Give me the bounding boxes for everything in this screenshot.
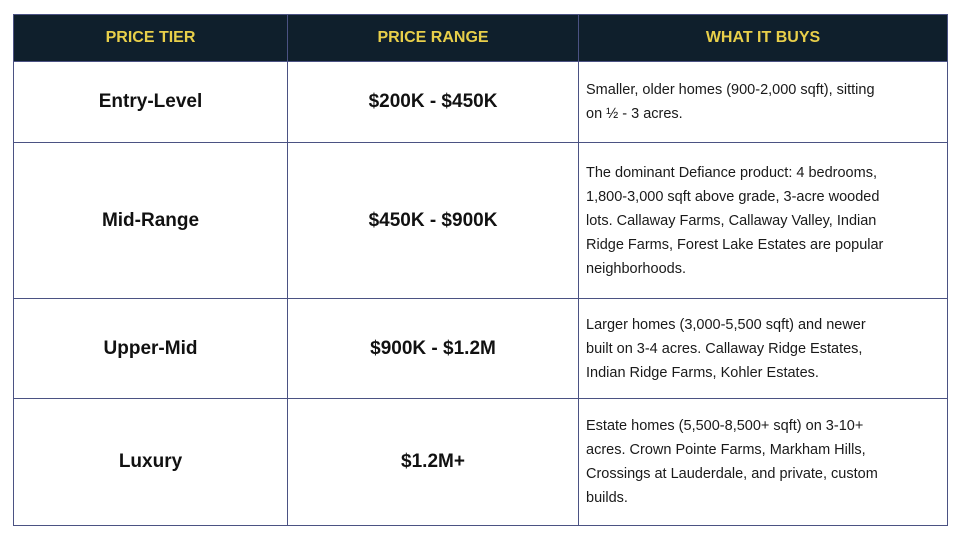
table-header-row: PRICE TIER PRICE RANGE WHAT IT BUYS: [13, 14, 948, 62]
table-row: Upper-Mid $900K - $1.2M Larger homes (3,…: [13, 298, 948, 399]
description-line: Ridge Farms, Forest Lake Estates are pop…: [586, 236, 884, 253]
description-line: neighborhoods.: [586, 260, 686, 277]
description-line: The dominant Defiance product: 4 bedroom…: [586, 164, 877, 181]
header-price-range: PRICE RANGE: [287, 14, 579, 62]
range-cell: $900K - $1.2M: [287, 298, 579, 399]
description-line: on ½ - 3 acres.: [586, 106, 683, 122]
description-line: Estate homes (5,500-8,500+ sqft) on 3-10…: [586, 418, 864, 434]
tier-cell: Upper-Mid: [13, 298, 288, 399]
tier-cell: Luxury: [13, 398, 288, 526]
header-price-tier: PRICE TIER: [13, 14, 288, 62]
description-cell: Smaller, older homes (900-2,000 sqft), s…: [578, 61, 948, 143]
description-line: Indian Ridge Farms, Kohler Estates.: [586, 364, 819, 381]
description-line: acres. Crown Pointe Farms, Markham Hills…: [586, 442, 866, 458]
description-line: Smaller, older homes (900-2,000 sqft), s…: [586, 82, 875, 98]
description-cell: Larger homes (3,000-5,500 sqft) and newe…: [578, 298, 948, 399]
tier-cell: Entry-Level: [13, 61, 288, 143]
price-tier-table: PRICE TIER PRICE RANGE WHAT IT BUYS Entr…: [13, 14, 948, 526]
range-cell: $1.2M+: [287, 398, 579, 526]
header-what-it-buys: WHAT IT BUYS: [578, 14, 948, 62]
description-line: lots. Callaway Farms, Callaway Valley, I…: [586, 212, 877, 229]
description-line: Larger homes (3,000-5,500 sqft) and newe…: [586, 316, 866, 333]
description-line: Crossings at Lauderdale, and private, cu…: [586, 466, 878, 482]
tier-cell: Mid-Range: [13, 142, 288, 299]
table-row: Entry-Level $200K - $450K Smaller, older…: [13, 61, 948, 143]
table-row: Luxury $1.2M+ Estate homes (5,500-8,500+…: [13, 398, 948, 526]
table-row: Mid-Range $450K - $900K The dominant Def…: [13, 142, 948, 299]
description-line: built on 3-4 acres. Callaway Ridge Estat…: [586, 340, 863, 357]
range-cell: $200K - $450K: [287, 61, 579, 143]
description-line: builds.: [586, 490, 628, 506]
range-cell: $450K - $900K: [287, 142, 579, 299]
description-line: 1,800-3,000 sqft above grade, 3-acre woo…: [586, 188, 880, 205]
description-cell: The dominant Defiance product: 4 bedroom…: [578, 142, 948, 299]
description-cell: Estate homes (5,500-8,500+ sqft) on 3-10…: [578, 398, 948, 526]
